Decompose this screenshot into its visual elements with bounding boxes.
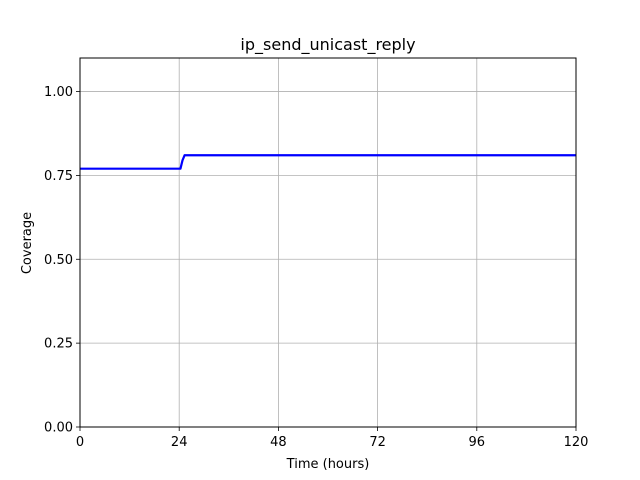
x-tick-label: 120 [564, 435, 589, 450]
chart-title: ip_send_unicast_reply [240, 35, 415, 55]
y-tick-label: 1.00 [44, 85, 73, 100]
x-tick-label: 72 [369, 435, 386, 450]
series-group [80, 154, 576, 170]
ticks: 0 24 48 72 96 120 0.00 0.25 0.50 0.75 1.00 [44, 85, 588, 450]
x-tick-label: 96 [469, 435, 486, 450]
y-tick-label: 0.75 [44, 169, 73, 184]
x-tick-label: 48 [270, 435, 287, 450]
coverage-series-line [80, 154, 576, 170]
x-tick-label: 24 [171, 435, 188, 450]
plot-frame [79, 57, 577, 428]
x-axis-label: Time (hours) [286, 457, 370, 472]
x-tick-label: 0 [76, 435, 84, 450]
y-tick-label: 0.50 [44, 253, 73, 268]
y-tick-label: 0.00 [44, 421, 73, 436]
y-tick-label: 0.25 [44, 337, 73, 352]
y-axis-label: Coverage [20, 212, 35, 274]
